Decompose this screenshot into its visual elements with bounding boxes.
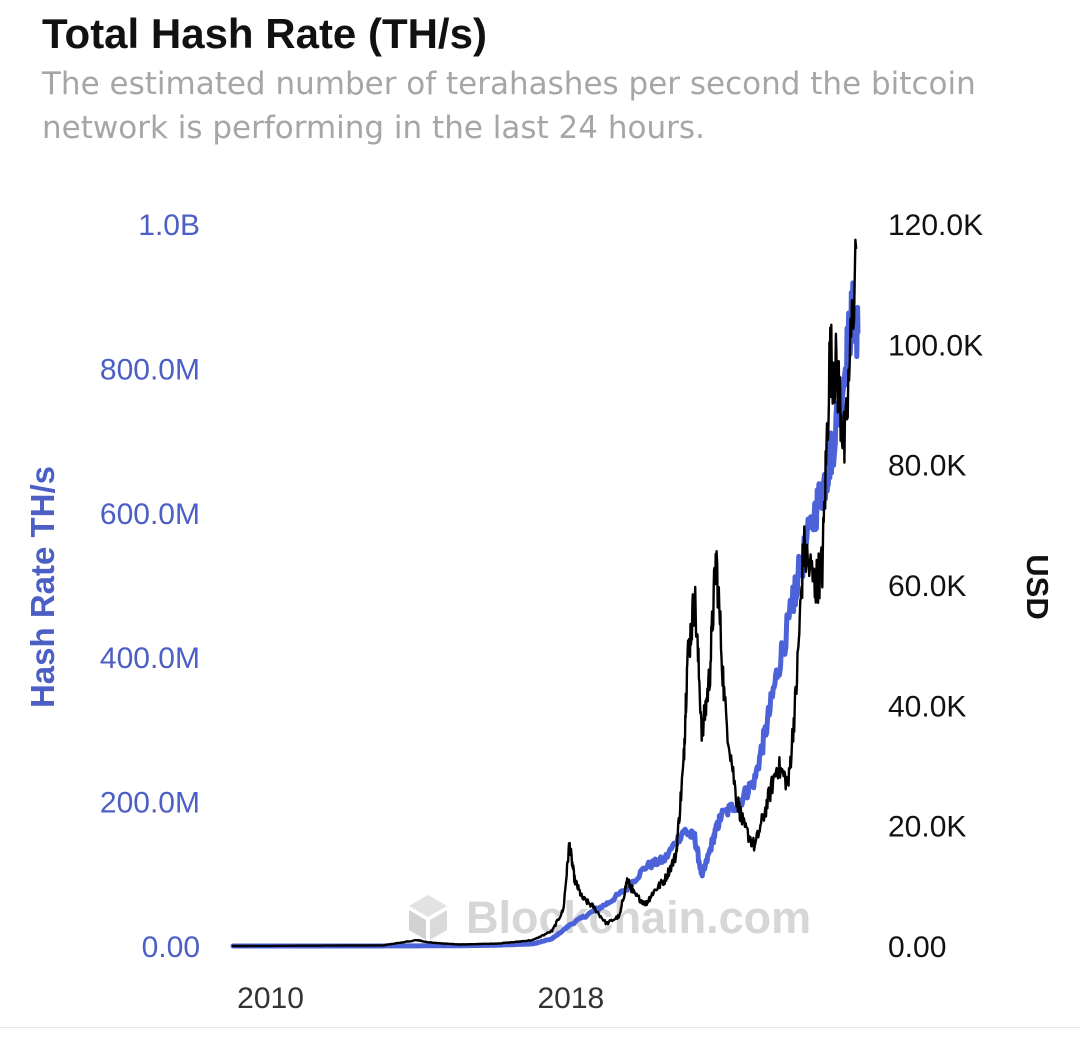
chart-title: Total Hash Rate (TH/s) bbox=[42, 10, 487, 57]
chart-subtitle: The estimated number of terahashes per s… bbox=[42, 66, 976, 146]
right-axis-tick-label: 40.0K bbox=[888, 690, 966, 723]
left-axis-tick-label: 400.0M bbox=[100, 642, 200, 675]
left-axis-tick-label: 800.0M bbox=[100, 353, 200, 386]
hash-rate-series-line bbox=[230, 280, 861, 949]
left-axis-label: Hash Rate TH/s bbox=[24, 466, 61, 708]
bottom-divider bbox=[0, 1027, 1080, 1028]
right-axis-tick-label: 60.0K bbox=[888, 570, 966, 603]
x-axis-tick-label: 2018 bbox=[537, 982, 604, 1015]
right-axis-tick-label: 80.0K bbox=[888, 450, 966, 483]
series-layer bbox=[230, 238, 861, 949]
left-axis-tick-label: 1.0B bbox=[138, 209, 200, 242]
blockchain-cube-icon bbox=[409, 895, 447, 940]
left-axis-tick-label: 0.00 bbox=[142, 931, 200, 964]
left-axis-tick-label: 600.0M bbox=[100, 498, 200, 531]
left-axis-ticks: 0.00 200.0M 400.0M 600.0M 800.0M 1.0B bbox=[100, 209, 200, 964]
price-usd-series-line bbox=[231, 238, 858, 948]
x-axis-ticks: 2010 2018 bbox=[237, 982, 604, 1015]
right-axis-tick-label: 120.0K bbox=[888, 209, 983, 242]
right-axis-tick-label: 20.0K bbox=[888, 811, 966, 844]
right-axis-tick-label: 0.00 bbox=[888, 931, 946, 964]
left-axis-tick-label: 200.0M bbox=[100, 787, 200, 820]
right-axis-tick-label: 100.0K bbox=[888, 329, 983, 362]
right-axis-label: USD bbox=[1020, 554, 1055, 619]
watermark: Blockchain.com bbox=[409, 892, 811, 943]
right-axis-ticks: 0.00 20.0K 40.0K 60.0K 80.0K 100.0K 120.0K bbox=[888, 209, 983, 964]
x-axis-tick-label: 2010 bbox=[237, 982, 304, 1015]
